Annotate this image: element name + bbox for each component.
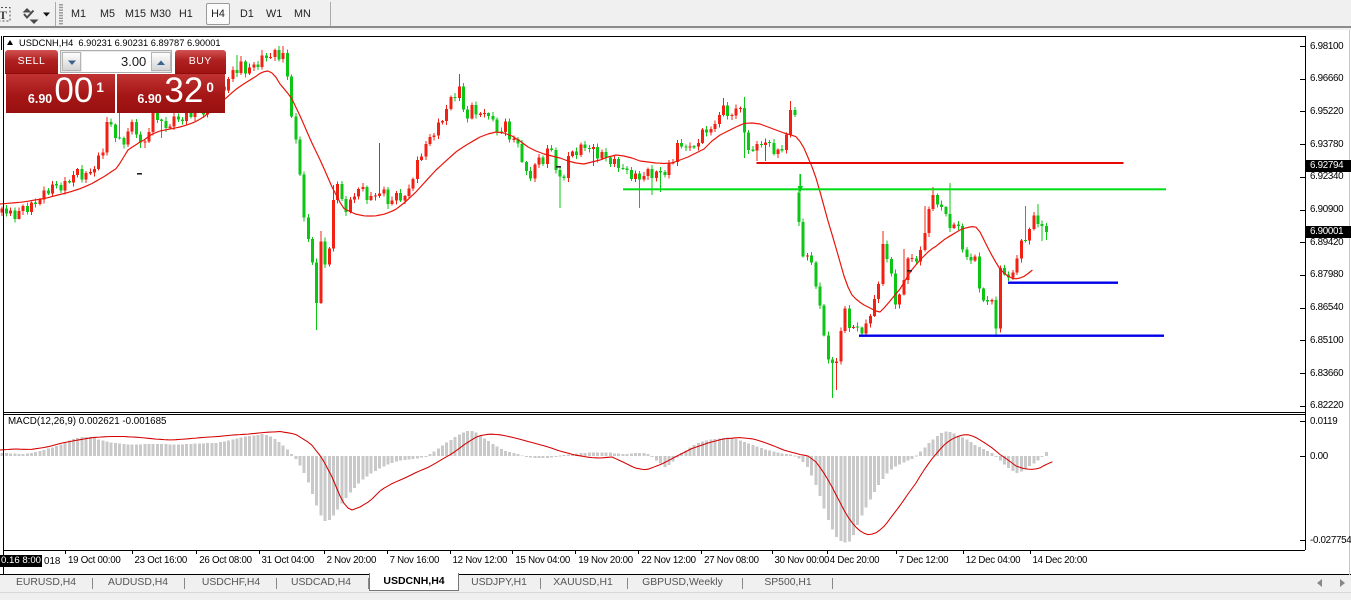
svg-text:T: T: [0, 8, 7, 22]
